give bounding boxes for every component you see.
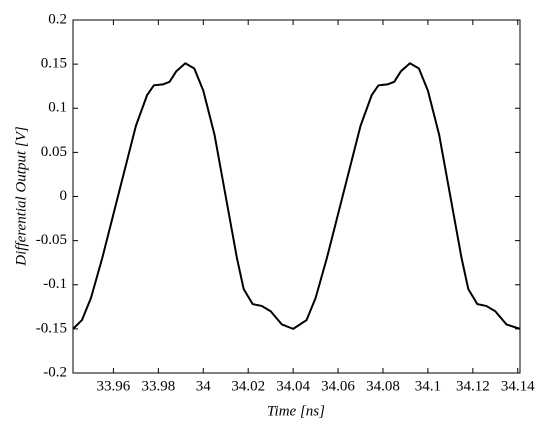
x-tick-label: 34 — [196, 378, 212, 394]
x-axis-label: Time [ns] — [267, 403, 325, 419]
y-tick-label: 0.1 — [48, 100, 67, 116]
y-tick-label: -0.1 — [43, 276, 67, 292]
x-tick-label: 34.08 — [366, 378, 400, 394]
y-axis-label: Differential Output [V] — [13, 126, 29, 267]
y-tick-label: 0.15 — [41, 56, 67, 72]
plot-frame — [72, 19, 521, 374]
x-tick-label: 34.1 — [415, 378, 441, 394]
y-tick-label: -0.05 — [36, 232, 67, 248]
y-tick-label: 0.05 — [41, 144, 67, 160]
y-tick-label: 0.2 — [48, 11, 67, 27]
y-tick-label: 0 — [60, 188, 68, 204]
y-tick-label: -0.15 — [36, 320, 67, 336]
y-tick-label: -0.2 — [43, 364, 67, 380]
x-tick-label: 33.98 — [141, 378, 175, 394]
x-tick-label: 34.14 — [501, 378, 535, 394]
x-tick-label: 34.02 — [231, 378, 265, 394]
x-tick-label: 33.96 — [97, 378, 131, 394]
x-tick-label: 34.12 — [456, 378, 490, 394]
x-tick-label: 34.04 — [276, 378, 310, 394]
data-line — [72, 62, 521, 330]
x-tick-label: 34.06 — [321, 378, 355, 394]
